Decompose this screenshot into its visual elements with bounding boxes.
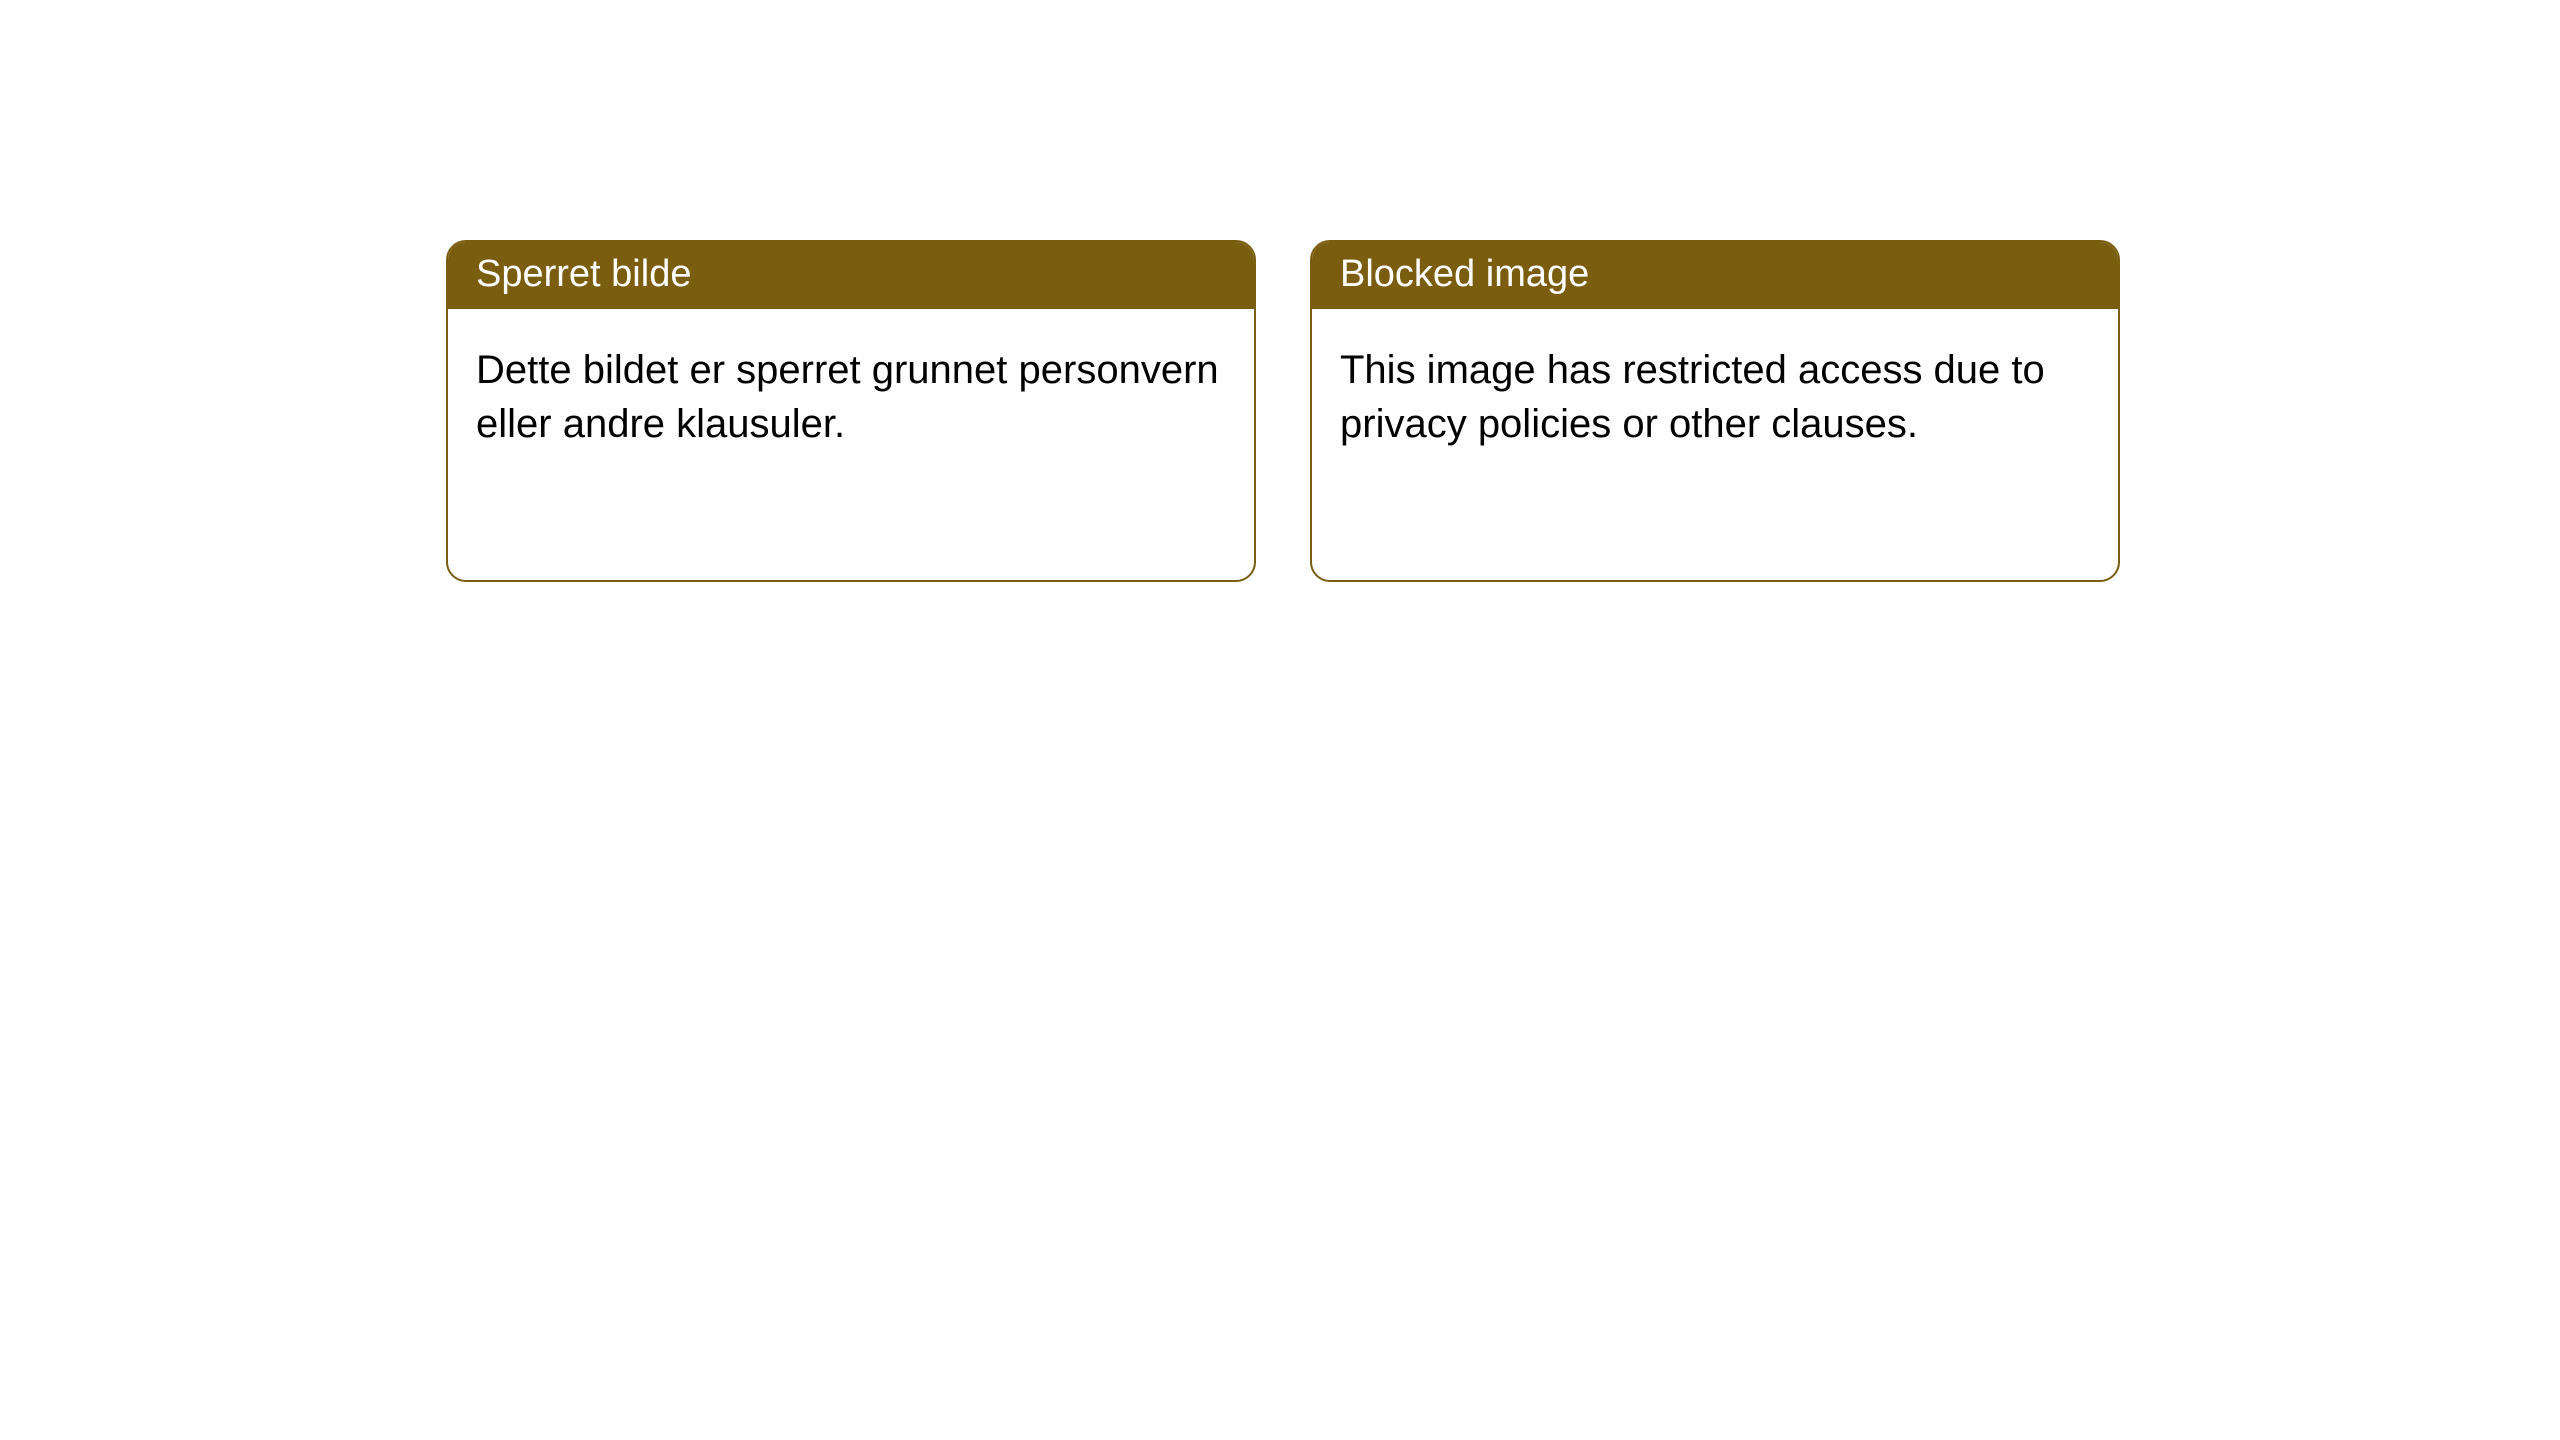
blocked-image-card-no: Sperret bilde Dette bildet er sperret gr… <box>446 240 1256 582</box>
card-header: Blocked image <box>1312 242 2118 309</box>
blocked-image-card-en: Blocked image This image has restricted … <box>1310 240 2120 582</box>
card-body: Dette bildet er sperret grunnet personve… <box>448 309 1254 485</box>
card-header: Sperret bilde <box>448 242 1254 309</box>
card-body: This image has restricted access due to … <box>1312 309 2118 485</box>
cards-container: Sperret bilde Dette bildet er sperret gr… <box>0 0 2560 582</box>
